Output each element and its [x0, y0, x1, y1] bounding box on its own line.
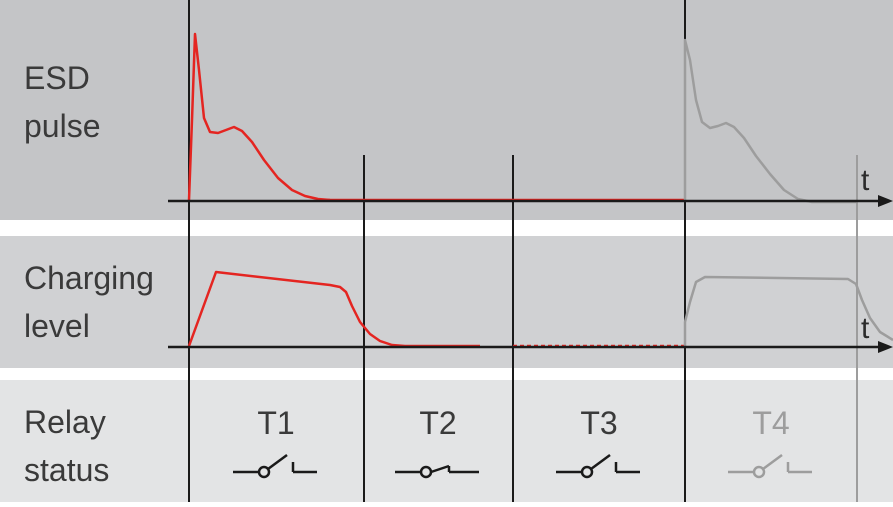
charging-level-repeat-curve — [683, 275, 893, 346]
esd-axis-t-label: t — [861, 164, 870, 197]
switch-contact — [419, 465, 433, 479]
charging-level-curve — [187, 270, 480, 348]
relay-open-switch-icon — [233, 453, 317, 479]
charging-label-line2: level — [24, 308, 90, 344]
charging-label-line1: Charging — [24, 260, 154, 296]
switch-contact — [257, 465, 271, 479]
esd-pulse-label: ESD pulse — [24, 54, 101, 150]
switch-lever — [430, 464, 450, 474]
switch-lever — [762, 453, 783, 471]
charging-level-label: Charging level — [24, 254, 154, 350]
relay-status-label: Relay status — [24, 398, 109, 494]
phase-label-t2: T2 — [419, 405, 457, 441]
relay-open-switch-icon — [556, 453, 640, 479]
relay-label-line2: status — [24, 452, 110, 488]
phase-label-t3: T3 — [580, 405, 618, 441]
esd-band — [0, 0, 893, 220]
esd-pulse-curve — [187, 32, 331, 202]
charging-time-axis-arrow — [878, 341, 893, 353]
relay-closed-switch-icon — [395, 464, 479, 479]
relay-band — [0, 380, 893, 502]
relay-open-switch-icon-faded — [728, 453, 812, 479]
switch-lever — [590, 453, 611, 471]
esd-pulse-repeat-curve — [683, 38, 857, 204]
phase-label-t4: T4 — [752, 405, 790, 441]
esd-label-line1: ESD — [24, 60, 90, 96]
charging-axis-t-label: t — [861, 312, 870, 345]
esd-label-line2: pulse — [24, 108, 101, 144]
relay-label-line1: Relay — [24, 404, 106, 440]
switch-contact — [580, 465, 594, 479]
phase-label-t1: T1 — [257, 405, 295, 441]
switch-contact — [752, 465, 766, 479]
esd-time-axis-arrow — [878, 195, 893, 207]
switch-lever — [267, 453, 288, 471]
